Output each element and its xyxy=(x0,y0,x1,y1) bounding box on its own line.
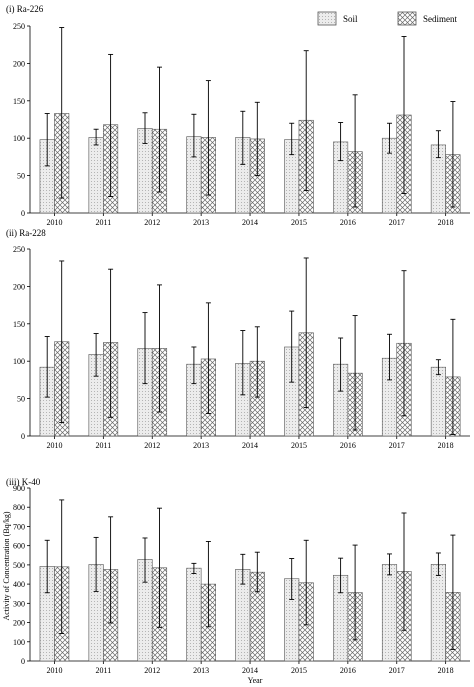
x-tick-label: 2015 xyxy=(291,666,307,675)
bar-soil xyxy=(430,366,446,437)
y-tick-label: 150 xyxy=(13,320,25,329)
panel-ra228: (ii) Ra-228 0 50 100 150 200 250 2010 2011 2012 20… xyxy=(6,228,470,450)
panel-title: (iii) K-40 xyxy=(6,477,41,487)
x-tick-label: 2014 xyxy=(242,666,258,675)
bar-soil xyxy=(88,137,104,214)
x-tick-label: 2013 xyxy=(193,666,209,675)
x-tick-label: 2016 xyxy=(340,441,356,450)
panel-k40: (iii) K-40 0 100 200 300 400 500 600 700 800 900 20… xyxy=(6,477,470,675)
y-tick-label: 400 xyxy=(13,580,25,589)
y-tick-label: 0 xyxy=(21,209,25,218)
x-tick-label: 2012 xyxy=(144,218,160,227)
x-tick-label: 2013 xyxy=(193,218,209,227)
y-tick-label: 0 xyxy=(21,657,25,666)
legend-sediment-label: Sediment xyxy=(423,14,457,24)
y-tick-label: 300 xyxy=(13,599,25,608)
bar-soil xyxy=(186,567,202,662)
y-tick-label: 100 xyxy=(13,357,25,366)
x-tick-label: 2016 xyxy=(340,666,356,675)
y-tick-label: 200 xyxy=(13,59,25,68)
y-tick-label: 250 xyxy=(13,245,25,254)
x-tick-label: 2018 xyxy=(438,218,454,227)
x-tick-label: 2011 xyxy=(95,441,111,450)
x-tick-label: 2017 xyxy=(389,218,405,227)
x-tick-label: 2018 xyxy=(438,666,454,675)
legend-soil-label: Soil xyxy=(343,14,358,24)
y-tick-label: 50 xyxy=(17,172,25,181)
panel-ra226: (i) Ra-226 0 50 100 150 200 250 2010 2011 2012 201… xyxy=(6,4,470,227)
y-tick-label: 100 xyxy=(13,134,25,143)
y-tick-label: 100 xyxy=(13,638,25,647)
legend: Soil Sediment xyxy=(317,11,457,26)
y-tick-label: 50 xyxy=(17,395,25,404)
x-tick-label: 2017 xyxy=(389,441,405,450)
legend-sediment-swatch xyxy=(397,11,417,26)
x-tick-label: 2010 xyxy=(46,218,62,227)
panel-title: (i) Ra-226 xyxy=(6,4,44,14)
x-tick-label: 2015 xyxy=(291,441,307,450)
legend-soil-swatch xyxy=(317,11,337,26)
y-axis-title: Activity of Concentration (Bq/kg) xyxy=(2,511,11,620)
y-tick-label: 150 xyxy=(13,97,25,106)
y-tick-label: 800 xyxy=(13,503,25,512)
x-tick-label: 2011 xyxy=(95,666,111,675)
x-tick-label: 2017 xyxy=(389,666,405,675)
x-tick-label: 2010 xyxy=(46,666,62,675)
x-tick-label: 2011 xyxy=(95,218,111,227)
x-axis-title: Year xyxy=(248,676,263,685)
y-tick-label: 900 xyxy=(13,484,25,493)
x-tick-label: 2013 xyxy=(193,441,209,450)
x-tick-label: 2014 xyxy=(242,441,258,450)
x-tick-label: 2015 xyxy=(291,218,307,227)
x-tick-label: 2018 xyxy=(438,441,454,450)
y-tick-label: 0 xyxy=(21,432,25,441)
x-tick-label: 2010 xyxy=(46,441,62,450)
y-tick-label: 250 xyxy=(13,22,25,31)
x-tick-label: 2012 xyxy=(144,666,160,675)
y-tick-label: 700 xyxy=(13,522,25,531)
bar-soil xyxy=(381,564,398,662)
x-tick-label: 2014 xyxy=(242,218,258,227)
x-tick-label: 2016 xyxy=(340,218,356,227)
bar-soil xyxy=(430,564,446,662)
panel-title: (ii) Ra-228 xyxy=(6,228,46,238)
y-tick-label: 200 xyxy=(13,619,25,628)
y-tick-label: 600 xyxy=(13,542,25,551)
x-tick-label: 2012 xyxy=(144,441,160,450)
y-tick-label: 500 xyxy=(13,561,25,570)
y-tick-label: 200 xyxy=(13,282,25,291)
